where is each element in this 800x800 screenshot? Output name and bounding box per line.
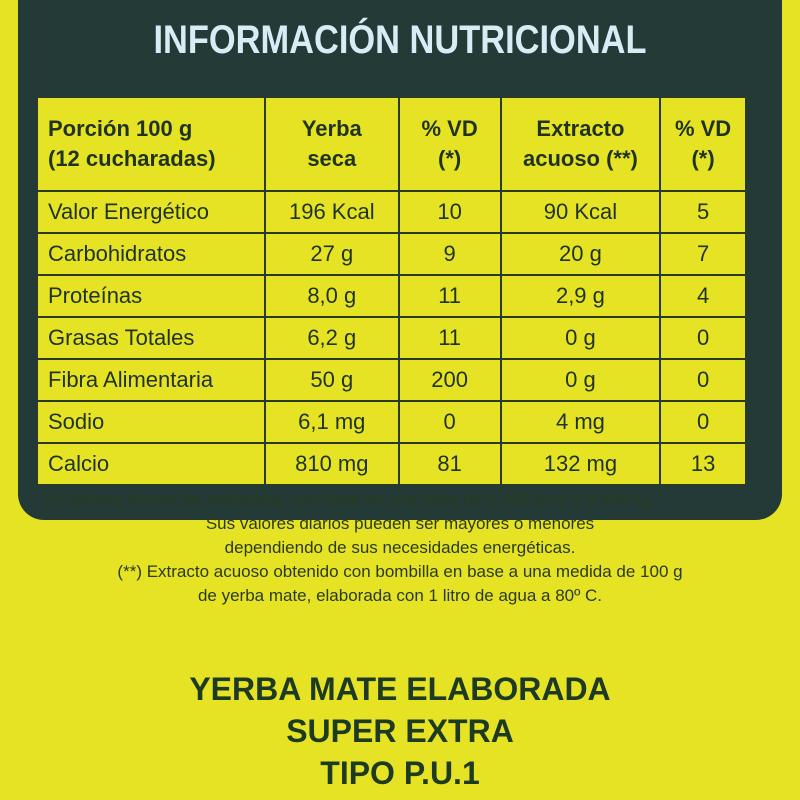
nutrient-value: 2,9 g (499, 274, 662, 318)
nutrient-value: 0 (397, 400, 502, 444)
table-row: Sodio 6,1 mg 0 4 mg 0 (35, 400, 747, 444)
nutrient-value: 7 (659, 232, 747, 276)
column-header-line: Yerba (301, 116, 362, 141)
column-header-line: % VD (674, 116, 732, 141)
nutrient-value: 0 g (499, 358, 662, 402)
nutrient-name: Proteínas (35, 274, 267, 318)
nutrient-name: Fibra Alimentaria (35, 358, 267, 402)
nutrient-value: 8,0 g (264, 274, 400, 318)
nutrient-value: 0 (659, 316, 747, 360)
nutrient-value: 0 g (499, 316, 662, 360)
nutrient-value: 6,1 mg (264, 400, 400, 444)
nutrient-name: Calcio (35, 442, 267, 486)
nutrition-table-container: Porción 100 g (12 cucharadas) Yerba seca % V… (35, 96, 747, 486)
column-header: % VD (*) (397, 96, 502, 192)
footnotes: (*) Valores diarios de referencia, con b… (30, 488, 770, 608)
label-title: INFORMACIÓN NUTRICIONAL (153, 18, 647, 62)
footnote-line: Sus valores diarios pueden ser mayores o… (205, 514, 595, 533)
footnote-line: de yerba mate, elaborada con 1 litro de … (197, 586, 603, 605)
table-row: Valor Energético 196 Kcal 10 90 Kcal 5 (35, 190, 747, 234)
column-header: Extracto acuoso (**) (499, 96, 662, 192)
column-header-line: (*) (691, 146, 715, 171)
nutrient-value: 90 Kcal (499, 190, 662, 234)
nutrient-value: 200 (397, 358, 502, 402)
column-header-line: (12 cucharadas) (48, 146, 216, 171)
footnote-line: (**) Extracto acuoso obtenido con bombil… (117, 562, 683, 581)
nutrient-value: 11 (397, 316, 502, 360)
product-name: YERBA MATE ELABORADA SUPER EXTRA TIPO P.… (0, 668, 800, 794)
column-header: Porción 100 g (12 cucharadas) (35, 96, 267, 192)
nutrient-name: Sodio (35, 400, 267, 444)
nutrient-value: 50 g (264, 358, 400, 402)
nutrient-value: 9 (397, 232, 502, 276)
column-header-line: seca (307, 146, 357, 171)
column-header-line: (*) (438, 146, 462, 171)
nutrient-value: 4 (659, 274, 747, 318)
nutrient-value: 11 (397, 274, 502, 318)
nutrient-value: 5 (659, 190, 747, 234)
nutrient-name: Grasas Totales (35, 316, 267, 360)
column-header-line: % VD (421, 116, 478, 141)
nutrient-value: 20 g (499, 232, 662, 276)
product-line: TIPO P.U.1 (320, 755, 480, 791)
nutrient-value: 81 (397, 442, 502, 486)
nutrient-value: 0 (659, 400, 747, 444)
column-header-line: acuoso (**) (522, 146, 638, 171)
table-row: Calcio 810 mg 81 132 mg 13 (35, 442, 747, 486)
nutrient-value: 0 (659, 358, 747, 402)
footnote-line: (*) Valores diarios de referencia, con b… (44, 490, 654, 509)
footnote-line: dependiendo de sus necesidades energétic… (224, 538, 576, 557)
product-line: SUPER EXTRA (286, 713, 514, 749)
nutrient-value: 4 mg (499, 400, 662, 444)
nutrient-value: 10 (397, 190, 502, 234)
nutrient-value: 810 mg (264, 442, 400, 486)
column-header-line: Extracto (536, 116, 625, 141)
column-header: % VD (*) (659, 96, 747, 192)
nutrient-name: Valor Energético (35, 190, 267, 234)
column-header-line: Porción 100 g (48, 116, 193, 141)
nutrient-value: 196 Kcal (264, 190, 400, 234)
nutrient-value: 6,2 g (264, 316, 400, 360)
column-header: Yerba seca (264, 96, 400, 192)
nutrient-value: 132 mg (499, 442, 662, 486)
product-line: YERBA MATE ELABORADA (189, 671, 611, 707)
nutrient-name: Carbohidratos (35, 232, 267, 276)
nutrient-value: 27 g (264, 232, 400, 276)
nutrition-table: Porción 100 g (12 cucharadas) Yerba seca % V… (35, 96, 747, 486)
nutrient-value: 13 (659, 442, 747, 486)
